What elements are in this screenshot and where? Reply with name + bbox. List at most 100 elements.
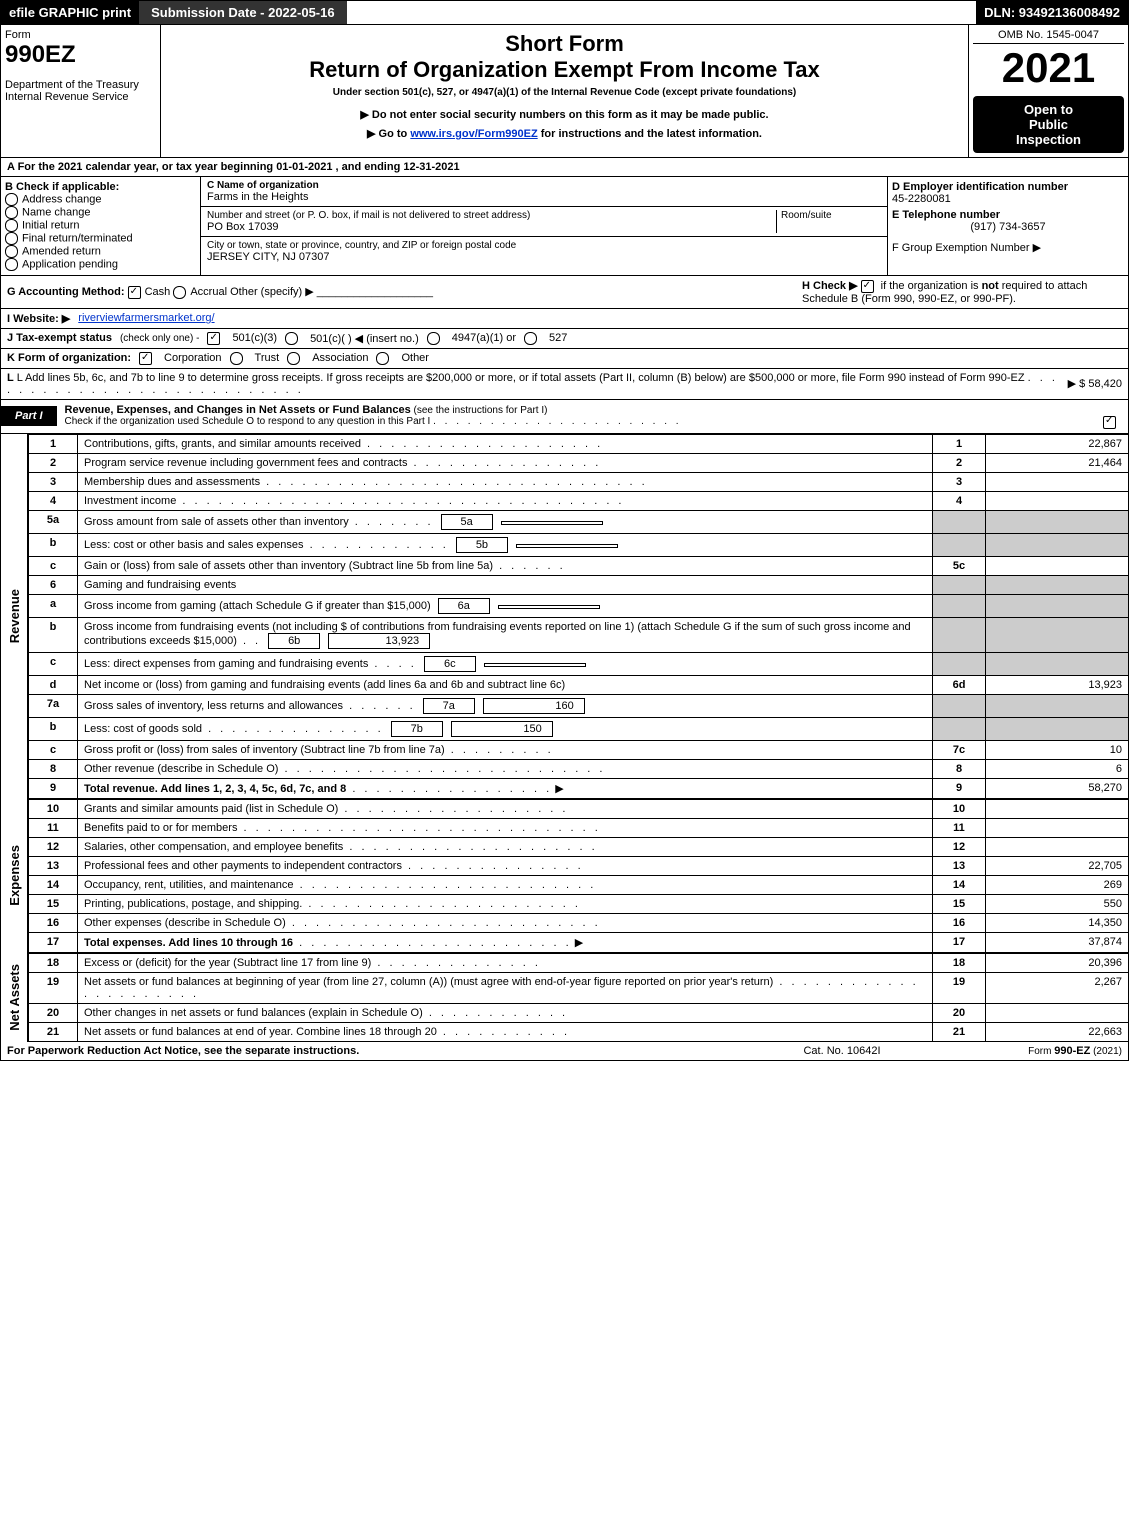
part1-subtitle: Check if the organization used Schedule … [65,416,1120,427]
g-other: Other (specify) ▶ [230,286,314,298]
chk-501c[interactable] [285,332,298,345]
netassets-section: Net Assets 18Excess or (deficit) for the… [0,953,1129,1042]
chk-cash[interactable] [128,286,141,299]
table-row: 3Membership dues and assessments . . . .… [29,472,1129,491]
revenue-section: Revenue 1Contributions, gifts, grants, a… [0,434,1129,799]
chk-trust[interactable] [230,352,243,365]
j-label: J Tax-exempt status [7,332,112,344]
top-bar: efile GRAPHIC print Submission Date - 20… [0,0,1129,25]
table-row: dNet income or (loss) from gaming and fu… [29,675,1129,694]
footer-right: Form 990-EZ (2021) [942,1045,1122,1057]
chk-h[interactable] [861,280,874,293]
box-h: H Check ▶ if the organization is not req… [802,279,1122,305]
goto-prefix: ▶ Go to [367,128,410,140]
table-row: aGross income from gaming (attach Schedu… [29,594,1129,617]
under-section: Under section 501(c), 527, or 4947(a)(1)… [167,87,962,98]
box-b-title: B Check if applicable: [5,181,196,193]
open-line2: Public [979,117,1118,132]
table-row: 16Other expenses (describe in Schedule O… [29,913,1129,932]
chk-corp[interactable] [139,352,152,365]
row-j: J Tax-exempt status (check only one) - 5… [0,329,1129,349]
table-row: 4Investment income . . . . . . . . . . .… [29,491,1129,510]
netassets-label: Net Assets [5,962,24,1033]
info-grid: B Check if applicable: Address change Na… [0,177,1129,276]
c-city-label: City or town, state or province, country… [207,240,881,251]
expenses-label: Expenses [5,843,24,908]
goto-link[interactable]: www.irs.gov/Form990EZ [410,128,537,140]
table-row: 1Contributions, gifts, grants, and simil… [29,434,1129,453]
part1-tag: Part I [1,406,57,426]
table-row: 20Other changes in net assets or fund ba… [29,1003,1129,1022]
expenses-section: Expenses 10Grants and similar amounts pa… [0,799,1129,953]
table-row: 10Grants and similar amounts paid (list … [29,799,1129,818]
g-label: G Accounting Method: [7,286,125,298]
header-left: Form 990EZ Department of the Treasury In… [1,25,161,157]
table-row: bLess: cost or other basis and sales exp… [29,533,1129,556]
table-row: 15Printing, publications, postage, and s… [29,894,1129,913]
chk-address[interactable]: Address change [5,193,196,206]
table-row: 19Net assets or fund balances at beginni… [29,972,1129,1003]
org-address: PO Box 17039 [207,221,776,233]
table-row: 12Salaries, other compensation, and empl… [29,837,1129,856]
efile-label: efile GRAPHIC print [1,1,139,24]
box-f-label: F Group Exemption Number ▶ [892,241,1124,254]
table-row: 9Total revenue. Add lines 1, 2, 3, 4, 5c… [29,778,1129,798]
header-right: OMB No. 1545-0047 2021 Open to Public In… [968,25,1128,157]
table-row: 7aGross sales of inventory, less returns… [29,694,1129,717]
table-row: 6Gaming and fundraising events [29,575,1129,594]
chk-501c3[interactable] [207,332,220,345]
phone: (917) 734-3657 [892,221,1124,233]
chk-initial[interactable]: Initial return [5,219,196,232]
website-link[interactable]: riverviewfarmersmarket.org/ [78,312,214,324]
goto-tail: for instructions and the latest informat… [541,128,762,140]
c-name-label: C Name of organization [207,180,881,191]
chk-527[interactable] [524,332,537,345]
dept-treasury: Department of the Treasury [5,79,156,91]
c-addr-label: Number and street (or P. O. box, if mail… [207,210,776,221]
chk-amended[interactable]: Amended return [5,245,196,258]
box-c: C Name of organization Farms in the Heig… [201,177,888,275]
h-label: H Check ▶ [802,280,858,292]
table-row: 17Total expenses. Add lines 10 through 1… [29,932,1129,952]
row-l: L L Add lines 5b, 6c, and 7b to line 9 t… [0,369,1129,400]
table-row: cGain or (loss) from sale of assets othe… [29,556,1129,575]
open-line1: Open to [979,102,1118,117]
box-e-label: E Telephone number [892,209,1124,221]
open-line3: Inspection [979,132,1118,147]
part1-header: Part I Revenue, Expenses, and Changes in… [0,400,1129,434]
revenue-table: 1Contributions, gifts, grants, and simil… [28,434,1129,799]
chk-4947[interactable] [427,332,440,345]
section-a: A For the 2021 calendar year, or tax yea… [0,158,1129,177]
i-label: I Website: ▶ [7,312,70,325]
footer: For Paperwork Reduction Act Notice, see … [0,1042,1129,1061]
omb-number: OMB No. 1545-0047 [973,29,1124,44]
form-number: 990EZ [5,41,156,69]
row-k: K Form of organization: Corporation Trus… [0,349,1129,369]
chk-assoc[interactable] [287,352,300,365]
table-row: 11Benefits paid to or for members . . . … [29,818,1129,837]
form-header: Form 990EZ Department of the Treasury In… [0,25,1129,158]
org-city: JERSEY CITY, NJ 07307 [207,251,881,263]
submission-date: Submission Date - 2022-05-16 [139,1,347,24]
dln-label: DLN: 93492136008492 [976,1,1128,24]
chk-schedule-o[interactable] [1103,416,1116,429]
header-center: Short Form Return of Organization Exempt… [161,25,968,157]
no-ssn-note: ▶ Do not enter social security numbers o… [167,108,962,121]
chk-application[interactable]: Application pending [5,258,196,271]
k-label: K Form of organization: [7,352,131,364]
row-i: I Website: ▶ riverviewfarmersmarket.org/ [0,309,1129,329]
table-row: 5aGross amount from sale of assets other… [29,510,1129,533]
chk-final[interactable]: Final return/terminated [5,232,196,245]
chk-other-org[interactable] [376,352,389,365]
table-row: 2Program service revenue including gover… [29,453,1129,472]
box-def: D Employer identification number 45-2280… [888,177,1128,275]
table-row: bGross income from fundraising events (n… [29,617,1129,652]
open-public-box: Open to Public Inspection [973,96,1124,153]
table-row: 21Net assets or fund balances at end of … [29,1022,1129,1041]
chk-name[interactable]: Name change [5,206,196,219]
chk-accrual[interactable] [173,286,186,299]
box-b: B Check if applicable: Address change Na… [1,177,201,275]
tax-year: 2021 [973,44,1124,92]
part1-title: Revenue, Expenses, and Changes in Net As… [57,400,1128,433]
netassets-table: 18Excess or (deficit) for the year (Subt… [28,953,1129,1042]
